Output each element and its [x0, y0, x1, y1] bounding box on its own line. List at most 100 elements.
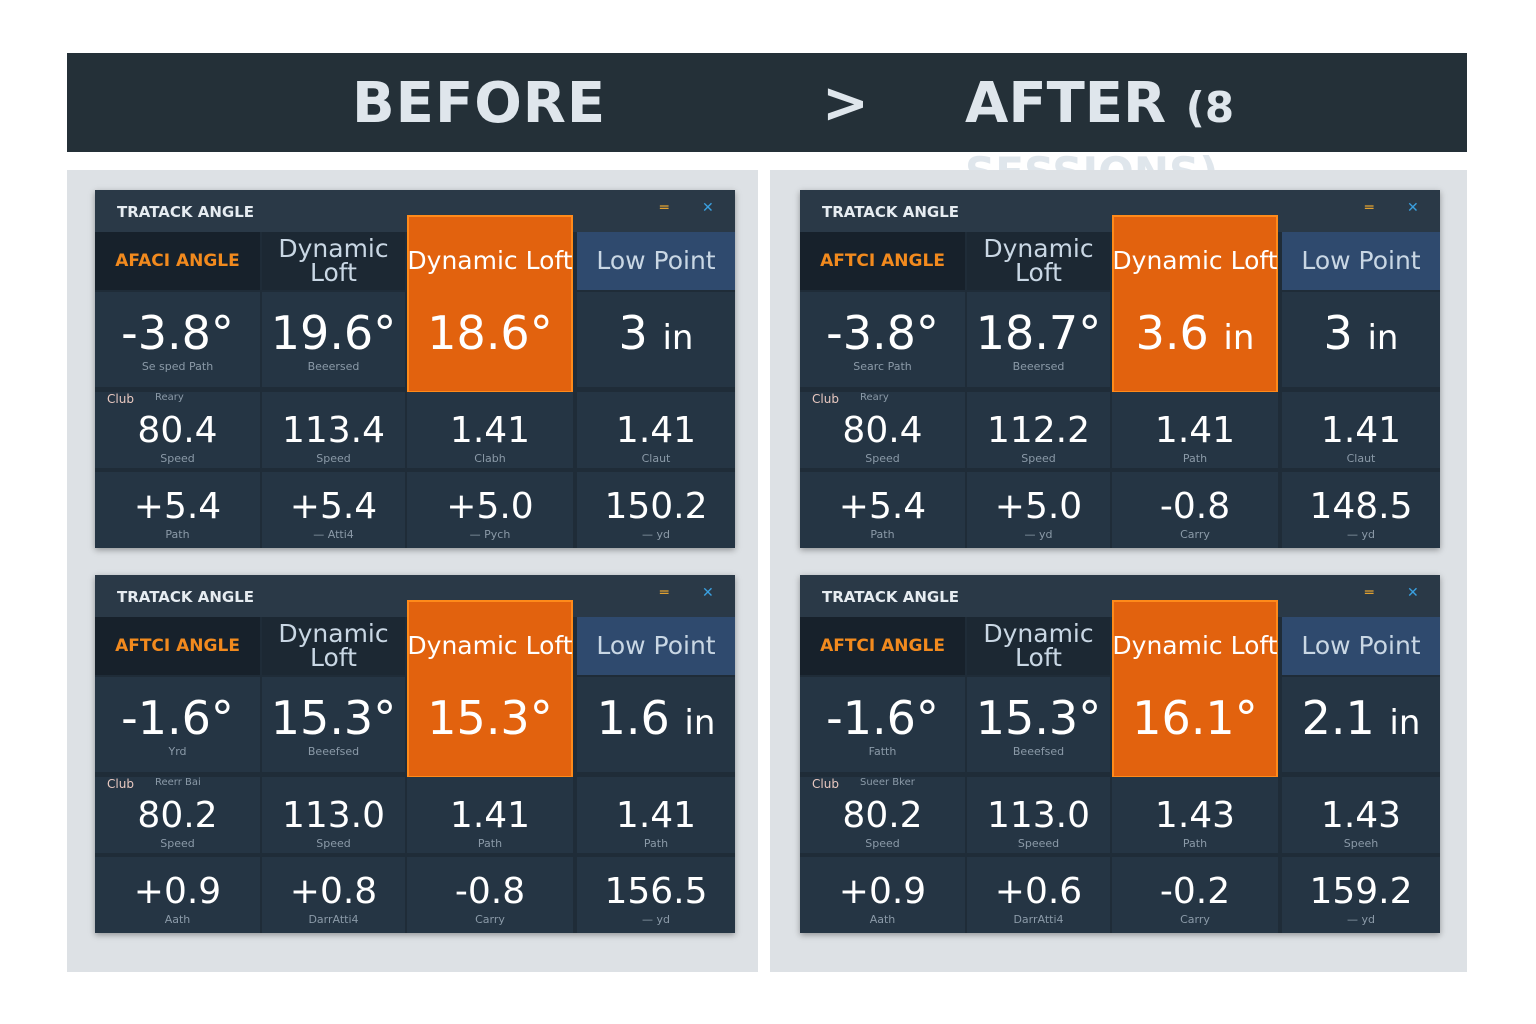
secondary-metric: 80.2 Speed	[95, 777, 260, 853]
metric-value: 148.5	[1309, 486, 1413, 527]
primary-metric: -3.8° Searc Path	[800, 292, 965, 387]
metric-sublabel: Beeefsed	[307, 745, 360, 758]
metric-sublabel: Carry	[1180, 528, 1210, 541]
metric-value: 80.4	[137, 410, 218, 451]
metric-value: +0.8	[289, 871, 378, 912]
column-header: Dynamic Loft	[262, 617, 405, 675]
highlight-header-label: Dynamic Loft	[1112, 631, 1278, 660]
metric-sublabel: — Pych	[469, 528, 511, 541]
primary-metric: 18.6°	[407, 292, 573, 387]
secondary-metric: 1.43 Path	[1112, 777, 1278, 853]
column-header: Dynamic Loft	[967, 232, 1110, 290]
column-header: Dynamic Loft	[262, 232, 405, 290]
metric-value: 2.1 in	[1301, 691, 1421, 745]
close-icon[interactable]: ✕	[1407, 585, 1419, 601]
metric-value: 156.5	[604, 871, 708, 912]
metric-sublabel: — yd	[1347, 913, 1375, 926]
primary-metric: -1.6° Fatth	[800, 677, 965, 772]
column-header: AFTCI ANGLE	[95, 617, 260, 675]
primary-metric: 15.3°	[407, 677, 573, 772]
secondary-metric: 80.2 Speed	[800, 777, 965, 853]
club-label: Club	[812, 777, 839, 791]
metric-sublabel: Claut	[641, 452, 671, 465]
close-icon[interactable]: ✕	[702, 200, 714, 216]
metric-value: -1.6°	[826, 691, 939, 745]
close-icon[interactable]: ✕	[1407, 200, 1419, 216]
secondary-metric: 1.41 Clabh	[407, 392, 573, 468]
column-header: AFTCI ANGLE	[800, 232, 965, 290]
secondary-metric: 113.0 Speeed	[967, 777, 1110, 853]
metric-sublabel: Speeh	[1343, 837, 1379, 850]
metric-sublabel: — Atti4	[313, 528, 354, 541]
metric-sublabel: — yd	[1347, 528, 1375, 541]
metrics-panel: TRATACK ANGLE ═ ✕ AFTCI ANGLE Dynamic Lof…	[95, 575, 735, 933]
metric-value: 113.0	[986, 795, 1091, 836]
metric-value: 18.7°	[975, 306, 1102, 360]
secondary-metric: -0.8 Carry	[407, 857, 573, 933]
primary-metric: 19.6° Beeersed	[262, 292, 405, 387]
highlight-header-label: Dynamic Loft	[407, 246, 573, 275]
metric-sublabel: Path	[1182, 452, 1208, 465]
column-header: Low Point	[1282, 232, 1440, 290]
metric-value: 15.3°	[975, 691, 1102, 745]
menu-icon[interactable]: ═	[660, 585, 669, 601]
metric-sublabel: Path	[165, 528, 190, 541]
club-sublabel: Reerr Bai	[155, 777, 201, 788]
menu-icon[interactable]: ═	[1365, 200, 1374, 216]
metric-sublabel: Speed	[865, 837, 900, 850]
metric-sublabel: Speeed	[1017, 837, 1060, 850]
secondary-metric: 112.2 Speed	[967, 392, 1110, 468]
metric-sublabel: Fatth	[868, 745, 897, 758]
metric-value: +5.0	[446, 486, 534, 527]
metric-value: -3.8°	[121, 306, 234, 360]
club-sublabel: Reary	[155, 392, 184, 403]
metric-sublabel: — yd	[642, 913, 670, 926]
club-sublabel: Sueer Bker	[860, 777, 915, 788]
primary-metric: -1.6° Yrd	[95, 677, 260, 772]
highlight-box	[1112, 215, 1278, 393]
column-header: Dynamic Loft	[967, 617, 1110, 675]
metric-sublabel: Path	[477, 837, 503, 850]
column-header-label: AFTCI ANGLE	[820, 251, 945, 271]
secondary-metric: 1.41 Claut	[577, 392, 735, 468]
secondary-metric: +5.4— Atti4	[262, 472, 405, 548]
panel-title: TRATACK ANGLE	[117, 588, 255, 606]
metric-sublabel: Claut	[1346, 452, 1376, 465]
metric-value: 1.41	[615, 795, 697, 836]
panel-title: TRATACK ANGLE	[822, 588, 960, 606]
metric-sublabel: Speed	[316, 837, 351, 850]
column-header-label: Low Point	[596, 246, 716, 275]
menu-icon[interactable]: ═	[1365, 585, 1374, 601]
arrow-icon: >	[822, 71, 869, 136]
close-icon[interactable]: ✕	[702, 585, 714, 601]
metric-sublabel: Beeersed	[1012, 360, 1065, 373]
secondary-metric: +0.9 Aath	[95, 857, 260, 933]
secondary-metric: +5.4 Path	[95, 472, 260, 548]
metric-value: 16.1°	[1132, 691, 1258, 745]
highlight-header: Dynamic Loft	[1112, 617, 1278, 675]
metrics-panel: TRATACK ANGLE ═ ✕ AFTCI ANGLE Dynamic Lof…	[800, 190, 1440, 548]
secondary-metric: 159.2— yd	[1282, 857, 1440, 933]
metric-value: 1.41	[615, 410, 697, 451]
metric-value: 150.2	[604, 486, 708, 527]
highlight-header: Dynamic Loft	[1112, 232, 1278, 290]
metric-sublabel: DarrAtti4	[308, 913, 359, 926]
column-header-label: AFTCI ANGLE	[820, 636, 945, 656]
metric-sublabel: Clabh	[474, 452, 506, 465]
metric-sublabel: Speed	[865, 452, 900, 465]
metric-value: 1.43	[1154, 795, 1236, 836]
metric-sublabel: Speed	[316, 452, 351, 465]
panel-title: TRATACK ANGLE	[117, 203, 255, 221]
metric-sublabel: Speed	[160, 837, 195, 850]
highlight-box	[1112, 600, 1278, 778]
metric-value: 1.43	[1320, 795, 1402, 836]
column-header-label: Dynamic Loft	[278, 234, 389, 287]
secondary-metric: 1.41 Path	[577, 777, 735, 853]
metric-sublabel: Se sped Path	[141, 360, 214, 373]
column-header-label: AFTCI ANGLE	[115, 636, 240, 656]
metric-value: 1.41	[449, 410, 531, 451]
metric-value: -0.2	[1159, 871, 1231, 912]
metric-value: 15.3°	[270, 691, 397, 745]
menu-icon[interactable]: ═	[660, 200, 669, 216]
metrics-panel: TRATACK ANGLE ═ ✕ AFACI ANGLE Dynamic Lof…	[95, 190, 735, 548]
